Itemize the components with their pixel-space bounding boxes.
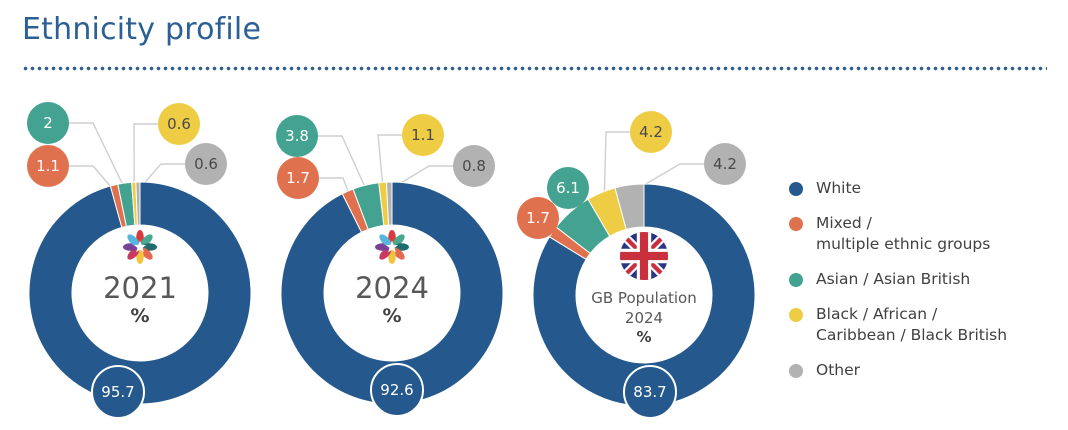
title-underline-dotted-rule	[22, 66, 1047, 71]
donut-center-unit: %	[130, 305, 150, 327]
legend-swatch-black	[789, 308, 803, 322]
legend-label-white: White	[816, 179, 862, 197]
page-title: Ethnicity profile	[22, 12, 262, 47]
callout-mixed-2021: 1.1	[27, 145, 69, 187]
callout-asian-2021: 2	[27, 102, 69, 144]
callout-mixed-2024: 1.7	[277, 157, 319, 199]
donut-center-2024: 2024 %	[324, 225, 460, 361]
legend-item-black: Black / African / Caribbean / Black Brit…	[786, 304, 1056, 346]
callout-asian-2024: 3.8	[276, 115, 318, 157]
donut-center-label: 2024	[355, 271, 429, 305]
legend-label-asian: Asian / Asian British	[816, 270, 971, 288]
donut-center-label: 2021	[103, 271, 177, 305]
legend-item-mixed: Mixed / multiple ethnic groups	[786, 213, 1056, 255]
value-bubble-white-gb: 83.7	[623, 365, 677, 419]
legend-item-asian: Asian / Asian British	[786, 269, 1056, 290]
legend-swatch-other	[789, 364, 803, 378]
census-flower-icon	[375, 230, 409, 264]
donut-slice-0	[532, 183, 756, 407]
legend-swatch-asian	[789, 273, 803, 287]
legend-label-mixed: Mixed / multiple ethnic groups	[816, 214, 991, 253]
donut-chart-census-2024: 2024 % 3.8 1.7 1.1 0.8 92.6	[260, 96, 520, 430]
donut-center-gb-population: GB Population 2024 %	[576, 227, 712, 363]
callout-other-gb: 4.2	[704, 143, 746, 185]
donut-center-unit: %	[382, 305, 402, 327]
donut-center-2021: 2021 %	[72, 225, 208, 361]
donut-center-unit: %	[636, 328, 652, 346]
donut-center-label: GB Population 2024	[591, 289, 697, 327]
callout-black-2024: 1.1	[402, 114, 444, 156]
donut-ring-2024	[280, 134, 504, 405]
legend-swatch-white	[789, 182, 803, 196]
donut-chart-gb-population-2024: GB Population 2024 % 6.1 1.7 4.2 4.2 83.…	[515, 96, 775, 430]
legend-swatch-mixed	[789, 217, 803, 231]
donut-ring-gb-population	[532, 131, 756, 407]
donut-slice-0	[28, 181, 252, 405]
donut-slice-4	[135, 181, 141, 226]
callout-other-2024: 0.8	[453, 145, 495, 187]
donut-slice-0	[280, 181, 504, 405]
value-bubble-white-2024: 92.6	[370, 363, 424, 417]
legend-item-other: Other	[786, 360, 1056, 381]
callout-mixed-gb: 1.7	[517, 197, 559, 239]
callout-black-gb: 4.2	[630, 111, 672, 153]
legend-label-other: Other	[816, 361, 861, 379]
donut-slice-4	[385, 181, 393, 226]
value-bubble-white-2021: 95.7	[91, 365, 145, 419]
donut-ring-2021	[28, 122, 252, 405]
legend: White Mixed / multiple ethnic groups Asi…	[786, 178, 1056, 395]
donut-slice-4	[614, 183, 645, 230]
donut-chart-census-2021: 2021 % 2 1.1 0.6 0.6 95.7	[10, 96, 270, 430]
census-flower-icon	[123, 230, 157, 264]
union-jack-icon	[619, 231, 669, 281]
callout-other-2021: 0.6	[185, 143, 227, 185]
legend-item-white: White	[786, 178, 1056, 199]
callout-black-2021: 0.6	[158, 103, 200, 145]
callout-asian-gb: 6.1	[547, 167, 589, 209]
legend-label-black: Black / African / Caribbean / Black Brit…	[816, 305, 1008, 344]
